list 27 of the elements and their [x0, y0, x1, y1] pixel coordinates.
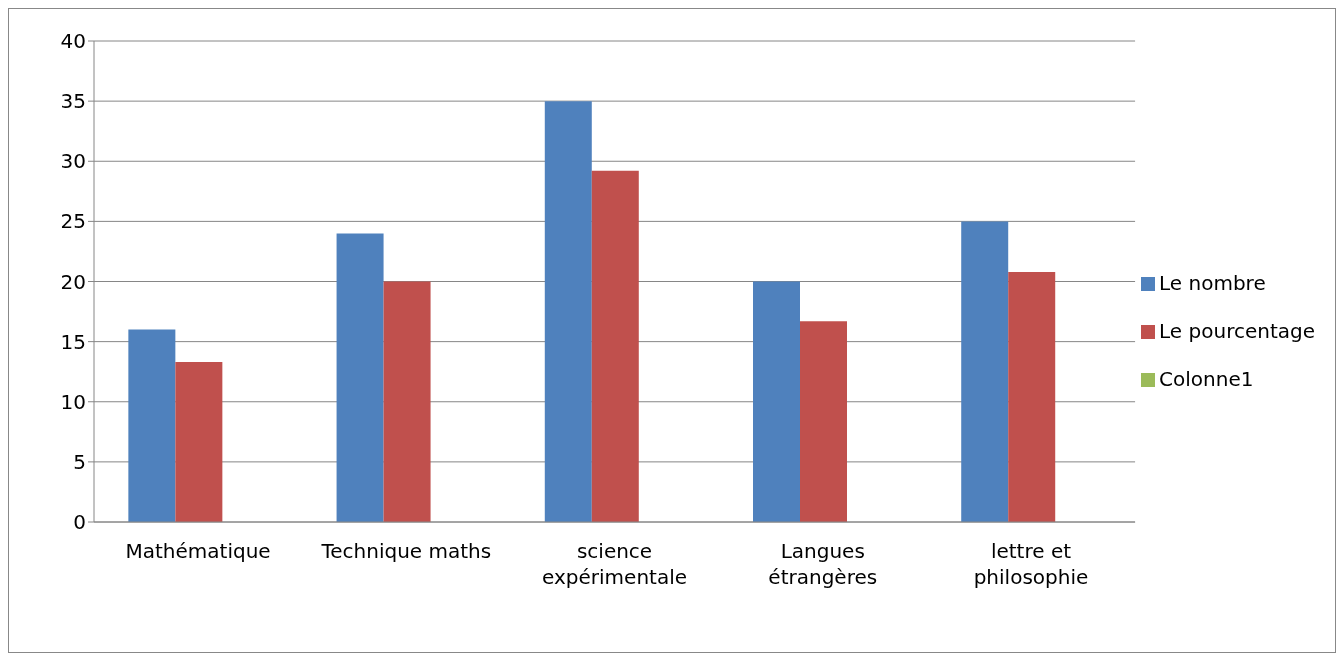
y-tick-label: 25: [60, 209, 86, 234]
x-tick-label: Mathématique: [125, 539, 271, 563]
x-tick-label: lettre et philosophie: [973, 539, 1089, 589]
legend-label: Le nombre: [1159, 270, 1266, 295]
bar: [1008, 271, 1056, 522]
bar: [961, 221, 1009, 522]
bar: [383, 281, 431, 522]
y-tick-label: 35: [60, 89, 86, 114]
bar: [800, 321, 847, 522]
y-tick-label: 5: [73, 449, 86, 474]
bar: [336, 233, 384, 522]
bar: [591, 170, 639, 522]
y-tick-label: 10: [60, 389, 86, 414]
x-tick-label: science expérimentale: [542, 539, 688, 589]
x-tick-label: Technique maths: [320, 539, 492, 563]
legend-label: Colonne1: [1159, 366, 1254, 391]
y-tick-label: 20: [60, 269, 86, 294]
y-tick-label: 15: [60, 329, 86, 354]
bar: [128, 329, 176, 522]
legend-label: Le pourcentage: [1159, 318, 1315, 343]
bar: [175, 362, 223, 522]
y-tick-label: 0: [73, 510, 86, 535]
y-tick-label: 40: [60, 29, 86, 54]
y-tick-label: 30: [60, 149, 86, 174]
bar: [544, 101, 592, 522]
x-tick-label: Langues étrangères: [768, 539, 878, 589]
bar: [753, 281, 800, 522]
